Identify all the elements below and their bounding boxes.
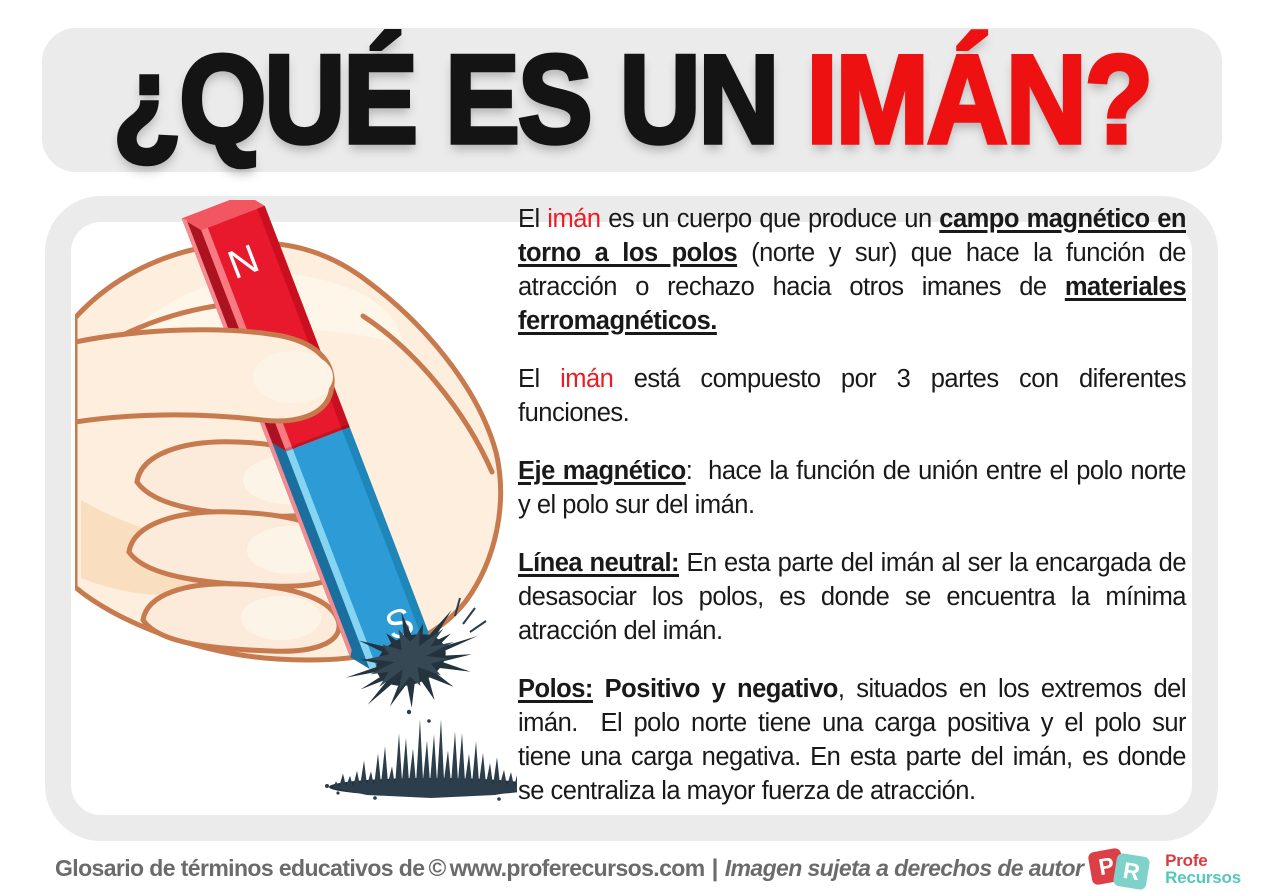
logo-wordmark: Profe Recursos xyxy=(1165,852,1241,886)
header-banner: ¿QUÉ ES UN IMÁN? xyxy=(42,28,1222,172)
polos-paragraph: Polos: Positivo y negativo, situados en … xyxy=(518,675,1187,805)
title-black-part: ¿QUÉ ES UN xyxy=(111,29,807,170)
title-red-part: IMÁN? xyxy=(805,29,1156,170)
hand-thumb xyxy=(75,327,335,425)
logo-badges: P R xyxy=(1087,845,1155,893)
magnet-illustration: N S xyxy=(75,200,517,840)
website-text: www.proferecursos.com xyxy=(449,855,706,881)
page-title: ¿QUÉ ES UN IMÁN? xyxy=(111,34,1155,164)
hand-crease-knuckle xyxy=(360,313,495,475)
iron-filings-pile xyxy=(325,719,517,801)
magnet-illustration-svg: N S xyxy=(75,200,517,801)
separator-bar: | xyxy=(711,855,719,882)
credit-line: Glosario de términos educativos de © www.p… xyxy=(55,855,1084,883)
logo-wordmark-line2: Recursos xyxy=(1165,868,1241,887)
composition-paragraph: El imán está compuesto por 3 partes con … xyxy=(518,365,1187,427)
iron-filings-tip xyxy=(345,597,487,723)
magnet-top-face xyxy=(181,200,265,231)
logo-r-badge: R xyxy=(1112,852,1151,891)
rights-notice: Imagen sujeta a derechos de autor xyxy=(724,855,1084,881)
definition-paragraph: El imán es un cuerpo que produce un camp… xyxy=(518,205,1187,335)
profe-recursos-logo: P R Profe Recursos xyxy=(1087,845,1241,893)
credit-prefix: Glosario de términos educativos de xyxy=(55,855,425,881)
magnet-south-pole xyxy=(286,427,434,669)
copyright-icon: © xyxy=(428,855,446,882)
linea-neutral-paragraph: Línea neutral: En esta parte del imán al… xyxy=(518,549,1187,645)
definition-text: El imán es un cuerpo que produce un camp… xyxy=(518,202,1187,832)
footer: Glosario de términos educativos de © www.p… xyxy=(0,845,1263,893)
logo-wordmark-line1: Profe xyxy=(1165,851,1208,870)
eje-magnetico-paragraph: Eje magnético: hace la función de unión … xyxy=(518,457,1187,519)
